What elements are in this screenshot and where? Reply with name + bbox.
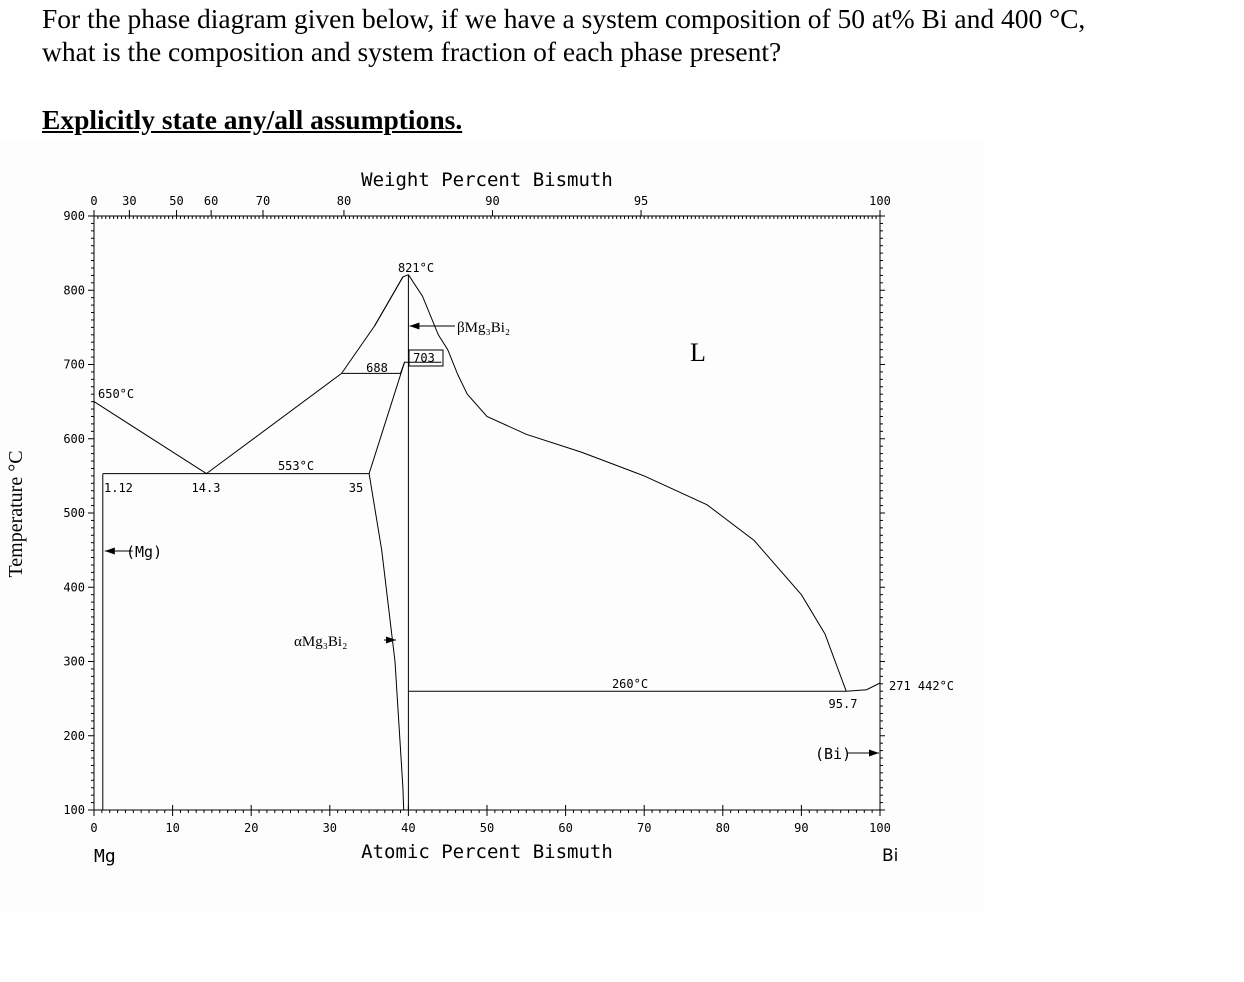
- diagram-labels: 821°C 650°C 553°C 260°C 271 442°C 688 703 1.12 1…: [98, 261, 954, 763]
- x-tick-label: 50: [480, 821, 494, 835]
- x-tick-label: 10: [165, 821, 179, 835]
- x-tick-label: 90: [794, 821, 808, 835]
- x-tick-label: 20: [244, 821, 258, 835]
- label-95-7: 95.7: [829, 697, 858, 711]
- y-axis-title: Temperature °C: [5, 450, 27, 577]
- y-tick-label: 800: [63, 283, 85, 297]
- mg-arrow-head: [104, 547, 115, 555]
- x-tick-label: 30: [323, 821, 337, 835]
- dome-left: [374, 276, 404, 327]
- transition-wedge: [400, 361, 409, 374]
- label-553c: 553°C: [278, 459, 314, 473]
- y-tick-label: 700: [63, 358, 85, 372]
- question-line-2: what is the composition and system fract…: [42, 36, 782, 67]
- top-tick-label: 50: [169, 194, 183, 208]
- y-tick-label: 300: [63, 655, 85, 669]
- x-tick-label: 100: [869, 821, 891, 835]
- liquidus-bi-end: [846, 682, 881, 692]
- bottom-axis-title: Atomic Percent Bismuth: [361, 841, 613, 863]
- y-tick-label: 100: [63, 803, 85, 817]
- assumptions-heading: Explicitly state any/all assumptions.: [42, 104, 463, 135]
- label-bi-phase: (Bi): [815, 745, 851, 763]
- y-tick-label: 200: [63, 729, 85, 743]
- alpha-solvus-lower: [368, 473, 405, 811]
- y-tick-label: 900: [63, 209, 85, 223]
- label-703: 703: [413, 351, 435, 365]
- x-tick-label: 80: [716, 821, 730, 835]
- label-821c: 821°C: [398, 261, 434, 275]
- top-tick-label: 90: [485, 194, 499, 208]
- x-tick-label: 70: [637, 821, 651, 835]
- y-tick-label: 500: [63, 506, 85, 520]
- box-703: [408, 349, 444, 367]
- y-tick-label: 600: [63, 432, 85, 446]
- label-mg-phase: (Mg): [126, 543, 162, 561]
- label-1-12: 1.12: [104, 481, 133, 495]
- label-14-3: 14.3: [192, 481, 221, 495]
- alpha-arrow-head: [386, 636, 397, 644]
- left-element-label: Mg: [94, 846, 116, 867]
- liquidus-upper-left: [341, 274, 409, 374]
- top-tick-label: 30: [122, 194, 136, 208]
- top-tick-label: 0: [90, 194, 97, 208]
- liquidus-bi-side: [407, 274, 847, 692]
- phase-boundaries: [93, 274, 881, 811]
- phase-diagram-figure: 100 200 300 400 500 600 700 800 900 0 10 20 30 40 50 60…: [0, 142, 984, 912]
- top-tick-label: 95: [634, 194, 648, 208]
- top-tick-label: 60: [204, 194, 218, 208]
- y-tick-label: 400: [63, 580, 85, 594]
- top-tick-label: 80: [337, 194, 351, 208]
- liquidus-alpha-side: [206, 372, 342, 475]
- plot-frame: [93, 215, 881, 811]
- label-35: 35: [349, 481, 363, 495]
- x-tick-label: 0: [90, 821, 97, 835]
- label-271c: 271 442°C: [889, 679, 954, 693]
- top-axis-title: Weight Percent Bismuth: [361, 169, 613, 191]
- label-650c: 650°C: [98, 387, 134, 401]
- alpha-solvus-upper: [368, 362, 405, 474]
- beta-arrow-head: [409, 322, 420, 330]
- right-element-label: Bi: [882, 846, 898, 866]
- label-beta-mg3bi2: βMg₃Bi₂: [457, 320, 510, 336]
- top-tick-label: 70: [256, 194, 270, 208]
- x-tick-label: 40: [401, 821, 415, 835]
- liquidus-mg-side: [93, 401, 207, 475]
- label-260c: 260°C: [612, 677, 648, 691]
- label-liquid: L: [690, 338, 706, 367]
- question-line-1: For the phase diagram given below, if we…: [42, 3, 1086, 34]
- bi-arrow-head: [869, 749, 879, 757]
- x-tick-label: 60: [558, 821, 572, 835]
- label-alpha-mg3bi2: αMg₃Bi₂: [294, 634, 347, 650]
- top-tick-label: 100: [869, 194, 891, 208]
- question-text: For the phase diagram given below, if we…: [42, 2, 1232, 68]
- label-688: 688: [366, 361, 388, 375]
